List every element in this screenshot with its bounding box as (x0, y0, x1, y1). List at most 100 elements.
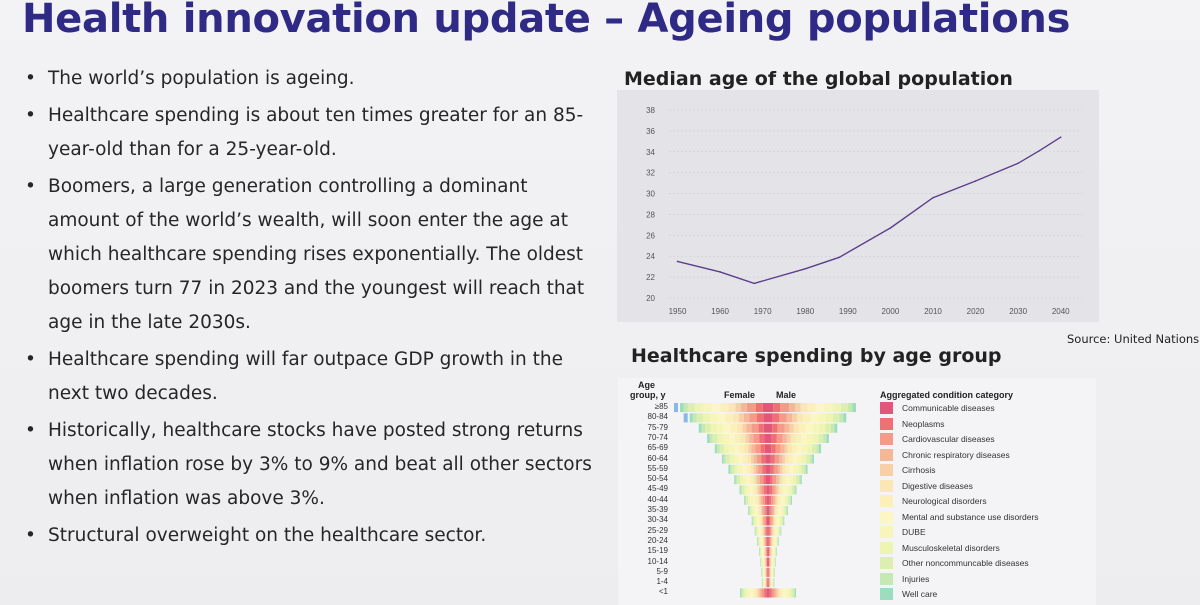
pyramid-segment (753, 433, 760, 443)
pyramid-segment (751, 506, 754, 516)
pyramid-segment (776, 433, 783, 443)
pyramid-segment (766, 526, 768, 536)
male-label: Male (776, 390, 797, 400)
pyramid-segment (800, 433, 807, 443)
pyramid-segment (769, 567, 771, 577)
pyramid-segment (725, 413, 733, 423)
pyramid-segment (759, 485, 762, 495)
pyramid-segment (774, 485, 777, 495)
pyramid-segment (754, 516, 756, 526)
pyramid-segment (768, 557, 769, 567)
pyramid-segment (770, 454, 775, 464)
pyramid-segment (769, 547, 771, 557)
pyramid-segment (773, 547, 775, 557)
pyramid-segment (783, 475, 787, 485)
pyramid-segment (743, 475, 747, 485)
pyramid-segment (792, 413, 797, 423)
pyramid-segment (779, 526, 781, 536)
pyramid-segment (722, 433, 729, 443)
pyramid-segment (761, 485, 765, 495)
pyramid-segment (769, 516, 771, 526)
pyramid-segment (750, 464, 754, 474)
spending-chart: Age group, y Female Male Aggregated cond… (618, 378, 1096, 605)
pyramid-segment (740, 403, 747, 413)
pyramid-segment (769, 588, 772, 598)
pyramid-segment (756, 526, 759, 536)
pyramid-segment (766, 578, 768, 588)
pyramid-segment (777, 536, 779, 546)
pyramid-segment (793, 475, 796, 485)
pyramid-segment (746, 475, 750, 485)
pyramid-segment (813, 433, 819, 443)
pyramid-segment (741, 588, 743, 598)
pyramid-segment (771, 547, 772, 557)
pyramid-segment (777, 536, 778, 546)
pyramid-segment (757, 413, 764, 423)
pyramid-segment (789, 475, 793, 485)
bullet-list: • The world’s population is ageing. • Heal… (22, 62, 592, 556)
pyramid-segment (755, 485, 758, 495)
pyramid-segment (723, 444, 729, 454)
pyramid-segment (771, 567, 773, 577)
pyramid-segment (773, 557, 775, 567)
pyramid-segment (803, 413, 811, 423)
pyramid-segment (760, 444, 765, 454)
pyramid-segment (759, 536, 760, 546)
x-tick-label: 1980 (796, 307, 814, 316)
pyramid-segment (839, 413, 844, 423)
pyramid-segment (740, 475, 743, 485)
pyramid-segment (784, 423, 790, 433)
pyramid-segment (772, 475, 777, 485)
bullet-text: Healthcare spending will far outpace GDP… (48, 349, 563, 404)
age-group-label: 65-69 (647, 443, 668, 453)
legend-swatch (880, 448, 893, 461)
pyramid-segment (783, 485, 787, 495)
pyramid-segment (774, 557, 775, 567)
pyramid-segment (755, 526, 757, 536)
pyramid-segment (772, 567, 773, 577)
pyramid-segment (775, 495, 777, 505)
pyramid-segment (705, 423, 711, 433)
pyramid-segment (831, 423, 835, 433)
age-group-label: 80-84 (647, 412, 668, 422)
y-tick-label: 24 (646, 252, 655, 261)
pyramid-segment (770, 578, 771, 588)
pyramid-segment (721, 454, 724, 464)
pyramid-segment (770, 557, 771, 567)
spending-pyramid (674, 403, 856, 598)
pyramid-segment (834, 423, 838, 433)
pyramid-segment (768, 403, 774, 413)
pyramid-segment (766, 557, 767, 567)
bullet-dot: • (25, 105, 36, 126)
pyramid-segment (797, 413, 804, 423)
pyramid-segment (794, 588, 796, 598)
pyramid-segment (746, 485, 750, 495)
pyramid-segment (758, 536, 759, 546)
pyramid-segment (764, 536, 766, 546)
pyramid-segment (774, 506, 776, 516)
pyramid-segment (749, 485, 753, 495)
pyramid-segment (759, 495, 761, 505)
pyramid-segment (771, 578, 772, 588)
pyramid-segment (800, 403, 808, 413)
bullet-text: Healthcare spending is about ten times g… (48, 105, 584, 160)
pyramid-segment (819, 423, 826, 433)
pyramid-segment (774, 454, 780, 464)
pyramid-segment (795, 433, 801, 443)
legend-label: Injuries (902, 573, 930, 584)
pyramid-segment (692, 413, 697, 423)
pyramid-segment (757, 536, 758, 546)
pyramid-segment (757, 588, 760, 598)
pyramid-segment (780, 526, 781, 536)
pyramid-segment (764, 578, 765, 588)
pyramid-segment (823, 433, 827, 443)
pyramid-segment (843, 413, 847, 423)
pyramid-segment (728, 444, 734, 454)
pyramid-segment (816, 444, 820, 454)
pyramid-segment (761, 506, 764, 516)
pyramid-segment (760, 526, 762, 536)
pyramid-segment (746, 423, 752, 433)
pyramid-segment (750, 495, 753, 505)
pyramid-segment (752, 588, 756, 598)
legend-label: Communicable diseases (902, 403, 995, 413)
